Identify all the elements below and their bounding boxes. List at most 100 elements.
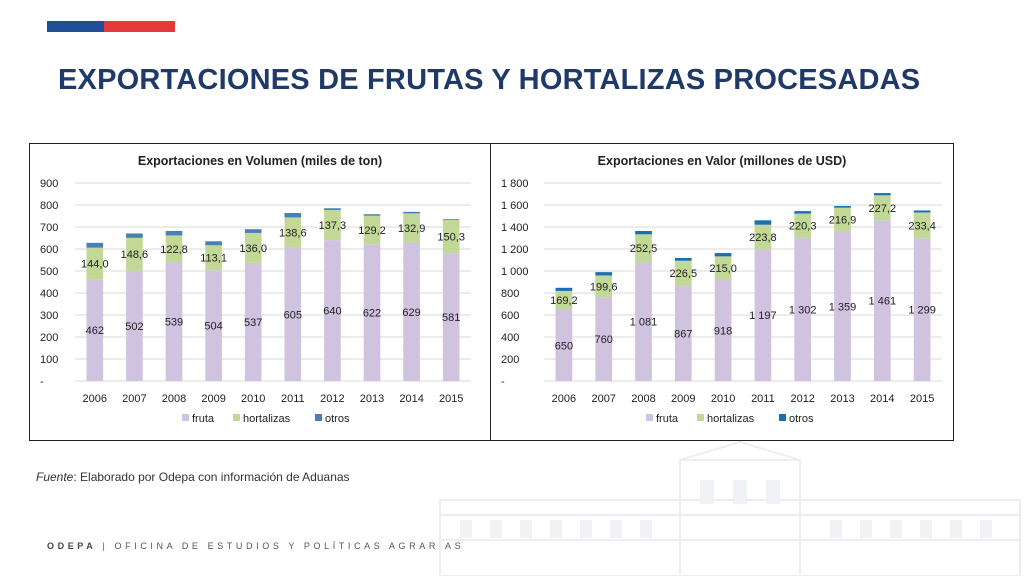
data-label-fruta: 605	[284, 309, 302, 321]
bar-otros	[555, 287, 573, 291]
footer-org: ODEPA	[47, 541, 97, 551]
data-label-hortalizas: 150,3	[437, 232, 465, 244]
x-tick-label: 2006	[552, 393, 576, 405]
data-label-fruta: 760	[595, 334, 613, 346]
bar-fruta	[913, 238, 931, 381]
volume-chart: Exportaciones en Volumen (miles de ton) -…	[40, 154, 471, 425]
bar-otros	[834, 206, 851, 208]
bar-hortalizas	[555, 290, 573, 310]
bar-hortalizas	[913, 212, 931, 239]
legend-swatch-hortalizas	[697, 414, 704, 421]
x-tick-label: 2012	[320, 393, 344, 405]
x-tick-label: 2013	[360, 393, 384, 405]
data-label-hortalizas: 144,0	[81, 259, 109, 271]
bar-otros	[913, 210, 931, 213]
y-tick-label: 1 000	[501, 266, 529, 278]
y-tick-label: 600	[501, 310, 519, 322]
y-tick-label: 100	[40, 354, 58, 366]
bar-fruta	[873, 220, 891, 381]
data-label-fruta: 1 299	[908, 305, 936, 317]
legend-swatch-fruta	[646, 414, 653, 421]
x-tick-label: 2012	[790, 393, 814, 405]
legend-label-fruta: fruta	[656, 413, 679, 425]
bar-hortalizas	[442, 220, 460, 254]
chart-title: Exportaciones en Valor (millones de USD)	[598, 154, 847, 168]
data-label-fruta: 629	[402, 307, 420, 319]
chart-title: Exportaciones en Volumen (miles de ton)	[138, 154, 382, 168]
x-tick-label: 2015	[910, 393, 934, 405]
bar-fruta	[403, 242, 420, 381]
x-tick-label: 2006	[83, 393, 107, 405]
data-label-fruta: 1 461	[869, 296, 897, 308]
bar-otros	[595, 272, 613, 276]
bar-hortalizas	[284, 217, 302, 248]
x-tick-label: 2014	[870, 393, 894, 405]
page-title: EXPORTACIONES DE FRUTAS Y HORTALIZAS PRO…	[58, 64, 921, 96]
x-tick-label: 2009	[671, 393, 695, 405]
bar-fruta	[714, 280, 732, 381]
data-label-hortalizas: 132,9	[398, 223, 426, 235]
bar-otros	[442, 219, 460, 221]
bar-hortalizas	[363, 215, 381, 245]
data-label-fruta: 1 302	[789, 304, 817, 316]
data-label-fruta: 918	[714, 326, 732, 338]
bar-otros	[324, 208, 341, 210]
bar-fruta	[363, 244, 381, 381]
bar-hortalizas	[674, 260, 692, 286]
bar-fruta	[244, 262, 262, 381]
x-tick-label: 2013	[830, 393, 854, 405]
data-label-fruta: 502	[125, 321, 143, 333]
bar-otros	[674, 257, 692, 261]
bar-hortalizas	[86, 247, 104, 280]
x-tick-label: 2007	[591, 393, 615, 405]
bar-hortalizas	[754, 224, 772, 250]
bar-fruta	[794, 237, 812, 381]
government-palace-watermark	[439, 440, 1021, 576]
y-tick-label: 900	[40, 178, 58, 190]
bar-fruta	[86, 279, 104, 381]
data-label-fruta: 539	[165, 317, 183, 329]
data-label-hortalizas: 122,8	[160, 244, 188, 256]
data-label-fruta: 581	[442, 312, 460, 324]
bar-hortalizas	[324, 209, 341, 241]
y-tick-label: 1 400	[501, 222, 529, 234]
bar-fruta	[834, 231, 851, 381]
bar-otros	[403, 211, 420, 214]
data-label-hortalizas: 129,2	[358, 225, 386, 237]
data-label-hortalizas: 138,6	[279, 228, 307, 240]
y-tick-label: 400	[501, 332, 519, 344]
legend-swatch-otros	[779, 414, 786, 421]
legend-label-otros: otros	[325, 413, 350, 425]
data-label-hortalizas: 169,2	[550, 295, 578, 307]
flag-blue-stripe	[47, 21, 104, 32]
bar-hortalizas	[834, 207, 851, 232]
legend-swatch-hortalizas	[233, 414, 240, 421]
legend-label-hortalizas: hortalizas	[707, 413, 755, 425]
bar-otros	[284, 213, 302, 218]
bar-hortalizas	[873, 195, 891, 221]
bar-otros	[244, 229, 262, 233]
data-label-hortalizas: 226,5	[670, 268, 698, 280]
x-tick-label: 2010	[711, 393, 735, 405]
x-tick-label: 2011	[281, 393, 305, 405]
y-tick-label: -	[40, 376, 44, 388]
bar-otros	[754, 220, 772, 225]
y-tick-label: 600	[40, 244, 58, 256]
x-tick-label: 2011	[751, 393, 775, 405]
volume-chart-panel: Exportaciones en Volumen (miles de ton) -…	[29, 143, 492, 441]
flag-red-stripe	[104, 21, 175, 32]
data-label-hortalizas: 113,1	[200, 253, 227, 265]
data-label-fruta: 640	[323, 306, 341, 318]
bar-hortalizas	[794, 213, 812, 238]
source-text: : Elaborado por Odepa con información de…	[73, 470, 350, 484]
bar-otros	[165, 231, 183, 236]
bar-hortalizas	[205, 245, 222, 271]
bar-otros	[205, 241, 222, 246]
footer-separator: |	[102, 541, 109, 551]
bar-otros	[794, 211, 812, 214]
x-tick-label: 2014	[399, 393, 423, 405]
footer-name: OFICINA DE ESTUDIOS Y POLÍTICAS AGRARIAS	[114, 541, 465, 551]
y-tick-label: 400	[40, 288, 58, 300]
data-label-hortalizas: 233,4	[908, 220, 936, 232]
data-label-fruta: 650	[555, 340, 573, 352]
